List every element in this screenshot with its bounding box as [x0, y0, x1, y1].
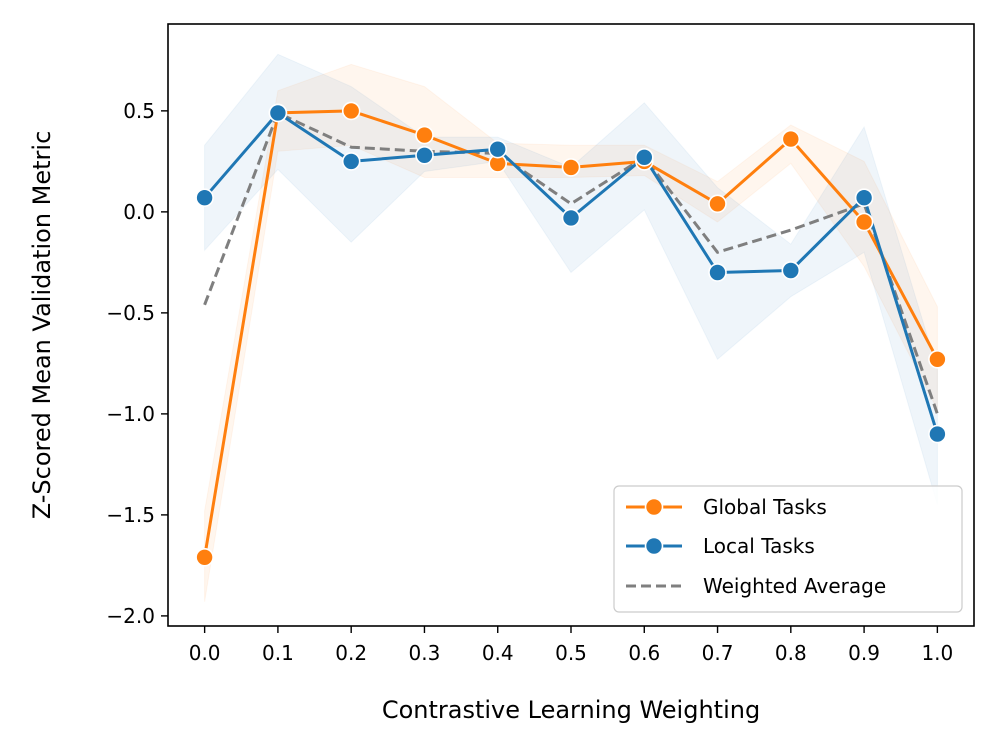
local-tasks-point — [268, 103, 288, 123]
y-tick-label: −1.0 — [106, 402, 155, 426]
legend-label-weighted: Weighted Average — [703, 574, 886, 598]
x-tick-label: 0.9 — [848, 641, 880, 665]
legend: Global Tasks Local Tasks Weighted Averag… — [613, 485, 963, 613]
global-tasks-point — [341, 101, 361, 121]
local-tasks-point — [415, 146, 434, 165]
x-tick-label: 0.3 — [409, 641, 441, 665]
global-tasks-point — [854, 212, 874, 232]
local-tasks-point — [634, 148, 654, 167]
local-tasks-confidence-band — [204, 53, 938, 505]
x-tick-label: 0.5 — [555, 641, 587, 665]
x-tick-label: 0.6 — [628, 641, 660, 665]
local-tasks-point — [561, 208, 581, 228]
local-tasks-point — [341, 152, 361, 171]
x-tick-label: 0.1 — [262, 641, 294, 665]
local-tasks-point — [928, 424, 947, 444]
global-tasks-point — [561, 158, 581, 177]
y-tick-label: −1.5 — [106, 503, 155, 527]
global-tasks-point — [195, 547, 214, 567]
x-tick-label: 0.4 — [482, 641, 514, 665]
y-axis-label: Z-Scored Mean Validation Metric — [28, 131, 56, 520]
legend-label-global: Global Tasks — [703, 495, 827, 519]
local-tasks-point — [488, 139, 508, 159]
x-tick-label: 0.2 — [335, 641, 367, 665]
global-tasks-point — [708, 194, 727, 214]
legend-label-local: Local Tasks — [703, 534, 815, 558]
global-tasks-point — [928, 349, 947, 369]
x-axis-label: Contrastive Learning Weighting — [382, 696, 760, 724]
local-tasks-point — [195, 188, 214, 207]
y-tick-label: −0.5 — [106, 301, 155, 325]
x-tick-label: 0.0 — [189, 641, 221, 665]
legend-swatch-local-marker — [644, 536, 664, 556]
local-tasks-point — [781, 261, 801, 280]
y-tick-label: 0.5 — [123, 99, 155, 123]
legend-box — [613, 485, 963, 613]
x-tick-label: 0.8 — [775, 641, 807, 665]
global-tasks-point — [781, 129, 801, 149]
legend-swatch-global-marker — [644, 497, 664, 517]
y-tick-label: 0.0 — [123, 200, 155, 224]
weighted-average-line — [203, 111, 939, 415]
x-tick-label: 1.0 — [921, 641, 953, 665]
global-tasks-point — [415, 125, 434, 145]
x-tick-label: 0.7 — [702, 641, 734, 665]
local-tasks-point — [854, 188, 874, 207]
local-tasks-point — [708, 263, 727, 282]
y-tick-label: −2.0 — [106, 604, 155, 628]
